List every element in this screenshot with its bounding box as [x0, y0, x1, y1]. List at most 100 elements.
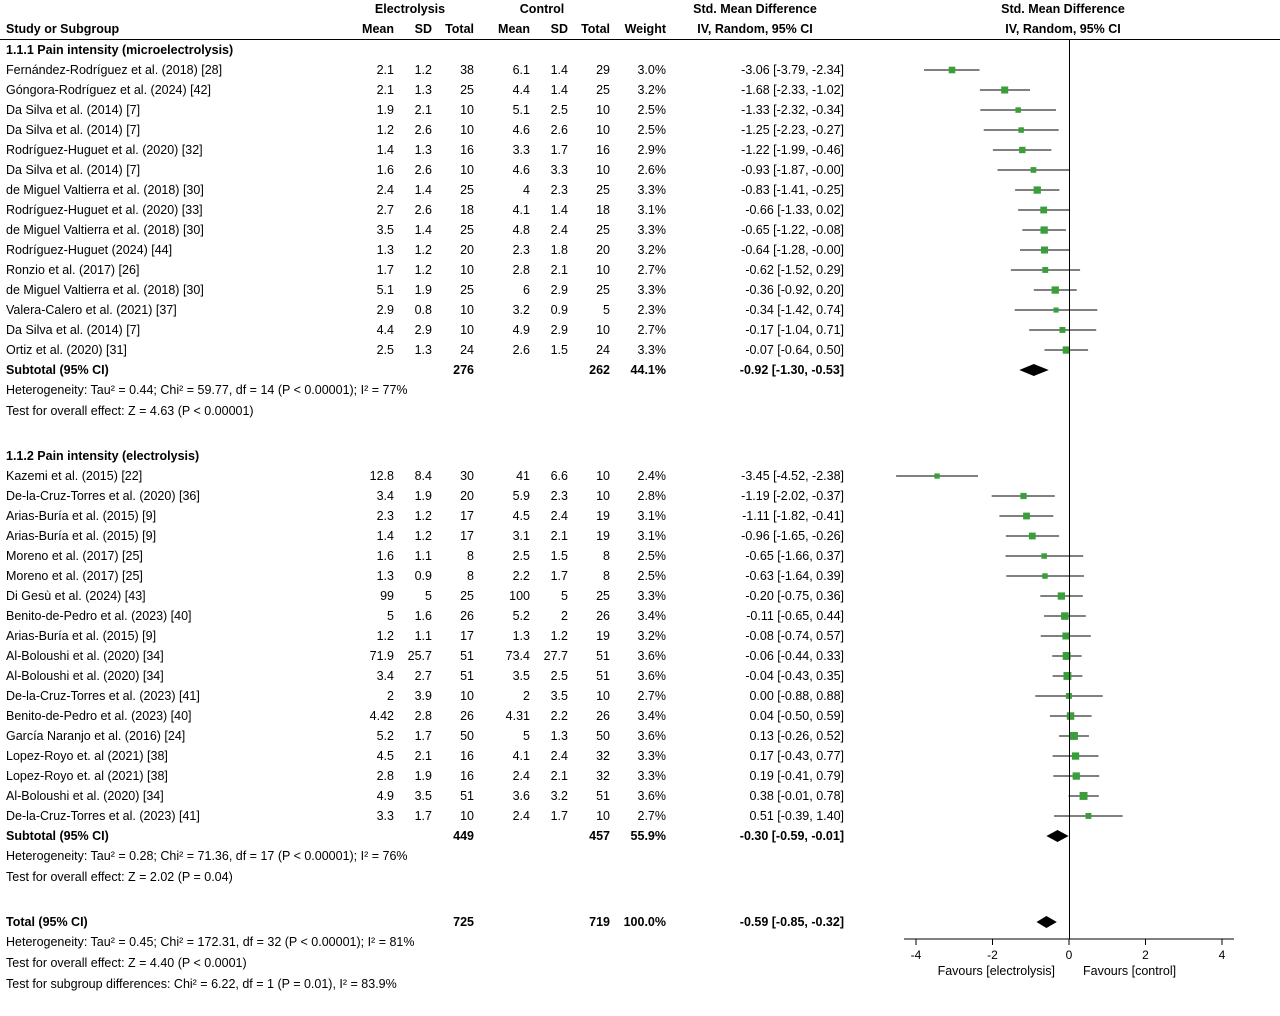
- cell-c_sd: 2: [561, 609, 568, 623]
- cell-e_mean: 2.1: [376, 63, 394, 77]
- cell-e_mean: 99: [380, 589, 394, 603]
- cell-e_sd: [394, 826, 432, 846]
- plot-cell: [846, 566, 1280, 586]
- cell-c_sd: 27.7: [543, 649, 568, 663]
- cell-c_mean: 3.5: [512, 669, 530, 683]
- cell-c_total: 51: [596, 789, 610, 803]
- cell-c_mean: 1.3: [512, 629, 530, 643]
- study-row: Da Silva et al. (2014) [7] 4.4 2.9 10 4.9 2.9…: [0, 320, 1280, 340]
- cell-e_mean: 12.8: [369, 469, 394, 483]
- study-row: Rodríguez-Huguet et al. (2020) [33] 2.7 2.…: [0, 200, 1280, 220]
- ci-text: -0.20 [-0.75, 0.36]: [745, 589, 844, 603]
- study-row: Rodríguez-Huguet (2024) [44] 1.3 1.2 20 2.3 1…: [0, 240, 1280, 260]
- cell-weight: 3.6%: [637, 649, 667, 663]
- cell-e_sd: 1.3: [414, 83, 432, 97]
- study-row: Arias-Buría et al. (2015) [9] 1.4 1.2 17 3.1…: [0, 526, 1280, 546]
- cell-c_sd: 6.6: [550, 469, 568, 483]
- cell-e_mean: [346, 826, 394, 846]
- axis-tick-label: 0: [1066, 948, 1073, 962]
- ci-text: -0.64 [-1.28, -0.00]: [741, 243, 844, 257]
- cell-e_sd: 3.5: [414, 789, 432, 803]
- cell-c_sd: 2.5: [550, 103, 568, 117]
- cell-e_mean: 1.6: [376, 163, 394, 177]
- cell-e_sd: 1.2: [414, 529, 432, 543]
- study-row: Ortiz et al. (2020) [31] 2.5 1.3 24 2.6 1.5 24…: [0, 340, 1280, 360]
- ci-text: -0.83 [-1.41, -0.25]: [741, 183, 844, 197]
- cell-c_mean: 4.5: [512, 509, 530, 523]
- study-name: Al-Boloushi et al. (2020) [34]: [6, 649, 164, 663]
- plot-cell: [846, 80, 1280, 100]
- cell-e_sd: 1.2: [414, 63, 432, 77]
- cell-e_sd: 2.1: [414, 103, 432, 117]
- total-header-control: Total: [581, 22, 610, 36]
- cell-weight: 2.9%: [637, 143, 667, 157]
- cell-e_sd: 8.4: [414, 469, 432, 483]
- cell-c_sd: [530, 912, 568, 932]
- plot-cell: [846, 506, 1280, 526]
- cell-e_total: 18: [460, 203, 474, 217]
- cell-e_sd: 5: [425, 589, 432, 603]
- cell-weight: 2.5%: [637, 549, 667, 563]
- cell-e_mean: 1.2: [376, 123, 394, 137]
- cell-c_mean: 2.3: [512, 243, 530, 257]
- cell-e_sd: 2.1: [414, 749, 432, 763]
- smd-plot-title: Std. Mean Difference: [1001, 2, 1125, 16]
- cell-weight: 3.6%: [637, 789, 667, 803]
- study-row: de Miguel Valtierra et al. (2018) [30] 3.…: [0, 220, 1280, 240]
- cell-c_mean: 4.6: [512, 163, 530, 177]
- smd-subheader: IV, Random, 95% CI: [697, 22, 813, 36]
- cell-c_mean: 73.4: [505, 649, 530, 663]
- study-name: Lopez-Royo et. al (2021) [38]: [6, 749, 168, 763]
- cell-c_sd: 1.5: [550, 343, 568, 357]
- cell-e_mean: 4.42: [369, 709, 394, 723]
- cell-e_sd: 1.9: [414, 769, 432, 783]
- ci-text: -0.96 [-1.65, -0.26]: [741, 529, 844, 543]
- study-name: De-la-Cruz-Torres et al. (2023) [41]: [6, 809, 200, 823]
- cell-c_total: 51: [596, 649, 610, 663]
- plot-cell: [846, 686, 1280, 706]
- cell-c_sd: 1.2: [550, 629, 568, 643]
- effect-marker: [1051, 286, 1059, 294]
- plot-cell: [846, 160, 1280, 180]
- effect-marker: [1072, 772, 1080, 780]
- sd-header-control: SD: [550, 22, 568, 36]
- smd-plot-subheader: IV, Random, 95% CI: [1005, 22, 1121, 36]
- axis-tick-label: 4: [1219, 948, 1226, 962]
- study-name: Da Silva et al. (2014) [7]: [6, 163, 141, 177]
- cell-c_sd: 0.9: [550, 303, 568, 317]
- study-row: Lopez-Royo et. al (2021) [38] 2.8 1.9 16 2.4…: [0, 766, 1280, 786]
- axis-tick-label: 2: [1142, 948, 1149, 962]
- effect-marker: [1062, 346, 1070, 354]
- plot-cell: [846, 240, 1280, 260]
- study-name: Arias-Buría et al. (2015) [9]: [6, 629, 157, 643]
- cell-c_sd: 2.3: [550, 489, 568, 503]
- cell-e_total: 17: [460, 509, 474, 523]
- cell-c_total: 10: [596, 809, 610, 823]
- plot-cell: [846, 300, 1280, 320]
- cell-e_total: 10: [460, 123, 474, 137]
- plot-cell: [846, 200, 1280, 220]
- cell-c_total: 10: [596, 123, 610, 137]
- table-header: Electrolysis Control Std. Mean Differenc…: [0, 0, 1280, 40]
- cell-e_total: 16: [460, 769, 474, 783]
- subtotal-label: Subtotal (95% CI): [6, 829, 109, 843]
- cell-c_mean: [474, 826, 530, 846]
- cell-weight: 2.7%: [637, 809, 667, 823]
- cell-c_total: 10: [596, 103, 610, 117]
- cell-c_sd: 1.5: [550, 549, 568, 563]
- cell-e_sd: 1.1: [414, 549, 432, 563]
- pooled-diamond: [1046, 830, 1069, 842]
- cell-c_total: 32: [596, 749, 610, 763]
- effect-marker: [1057, 592, 1065, 600]
- cell-e_total: 51: [460, 649, 474, 663]
- effect-marker: [1070, 732, 1078, 740]
- ci-text: 0.51 [-0.39, 1.40]: [749, 809, 844, 823]
- cell-c_mean: 3.6: [512, 789, 530, 803]
- x-axis: -4 -2 0 2 4 Favours [electrolysis] Favours […: [846, 932, 1280, 1012]
- study-row: De-la-Cruz-Torres et al. (2023) [41] 2 3.9…: [0, 686, 1280, 706]
- cell-e_total: 10: [460, 323, 474, 337]
- cell-e_mean: 5.1: [376, 283, 394, 297]
- subgroup-title: 1.1.1 Pain intensity (microelectrolysis): [6, 43, 234, 57]
- study-row: Góngora-Rodríguez et al. (2024) [42] 2.1 1…: [0, 80, 1280, 100]
- cell-c_total: 32: [596, 769, 610, 783]
